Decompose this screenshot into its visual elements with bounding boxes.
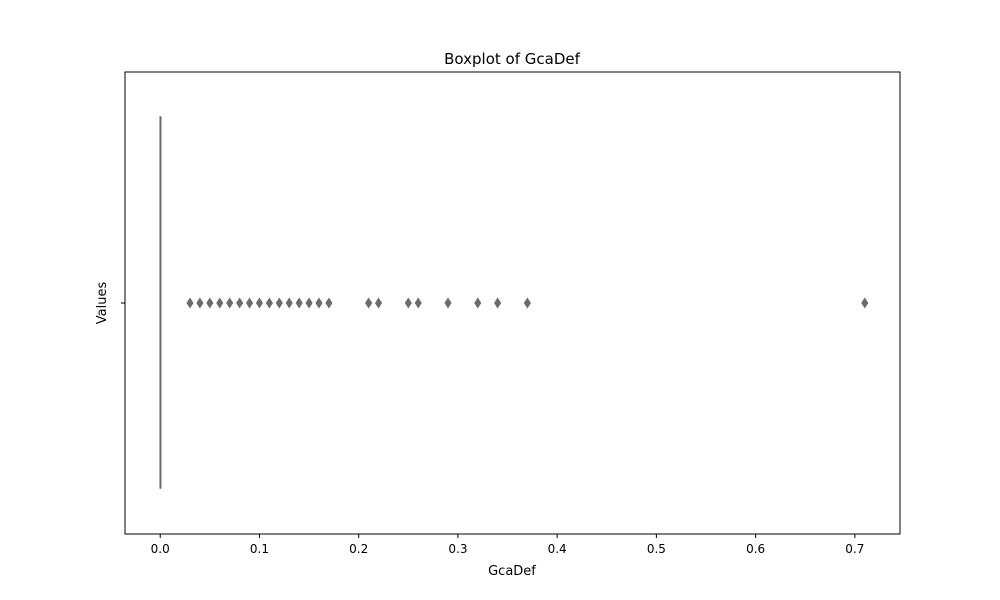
outlier-point: [444, 297, 452, 309]
outlier-point: [216, 297, 224, 309]
x-tick-label: 0.6: [746, 542, 765, 556]
x-tick-label: 0.3: [448, 542, 467, 556]
x-tick-label: 0.1: [250, 542, 269, 556]
outlier-point: [245, 297, 254, 309]
outlier-point: [255, 297, 264, 309]
outlier-point: [374, 297, 383, 309]
outlier-point: [206, 297, 214, 309]
outlier-point: [474, 297, 482, 309]
outlier-point: [325, 297, 333, 309]
outlier-point: [365, 297, 373, 309]
outlier-point: [275, 297, 283, 309]
outliers: [186, 297, 869, 309]
y-axis-label: Values: [95, 282, 110, 325]
outlier-point: [295, 297, 303, 309]
outlier-point: [196, 297, 204, 309]
outlier-point: [414, 297, 422, 309]
x-tick-label: 0.7: [845, 542, 864, 556]
outlier-point: [315, 297, 323, 309]
outlier-point: [861, 297, 869, 309]
outlier-point: [236, 297, 244, 309]
outlier-point: [305, 297, 313, 309]
outlier-point: [494, 297, 502, 309]
chart-title: Boxplot of GcaDef: [444, 50, 580, 68]
outlier-point: [404, 297, 412, 309]
outlier-point: [523, 297, 531, 309]
x-tick-label: 0.2: [349, 542, 368, 556]
outlier-point: [265, 297, 273, 309]
x-tick-label: 0.5: [647, 542, 666, 556]
outlier-point: [285, 297, 293, 309]
outlier-point: [226, 297, 234, 309]
x-axis-label: GcaDef: [488, 564, 536, 579]
x-axis-ticks: 0.0 0.1 0.2 0.3 0.4 0.5 0.6 0.7: [151, 534, 864, 556]
x-tick-label: 0.4: [548, 542, 567, 556]
plot-area: [159, 116, 869, 489]
outlier-point: [186, 297, 194, 309]
x-tick-label: 0.0: [151, 542, 170, 556]
